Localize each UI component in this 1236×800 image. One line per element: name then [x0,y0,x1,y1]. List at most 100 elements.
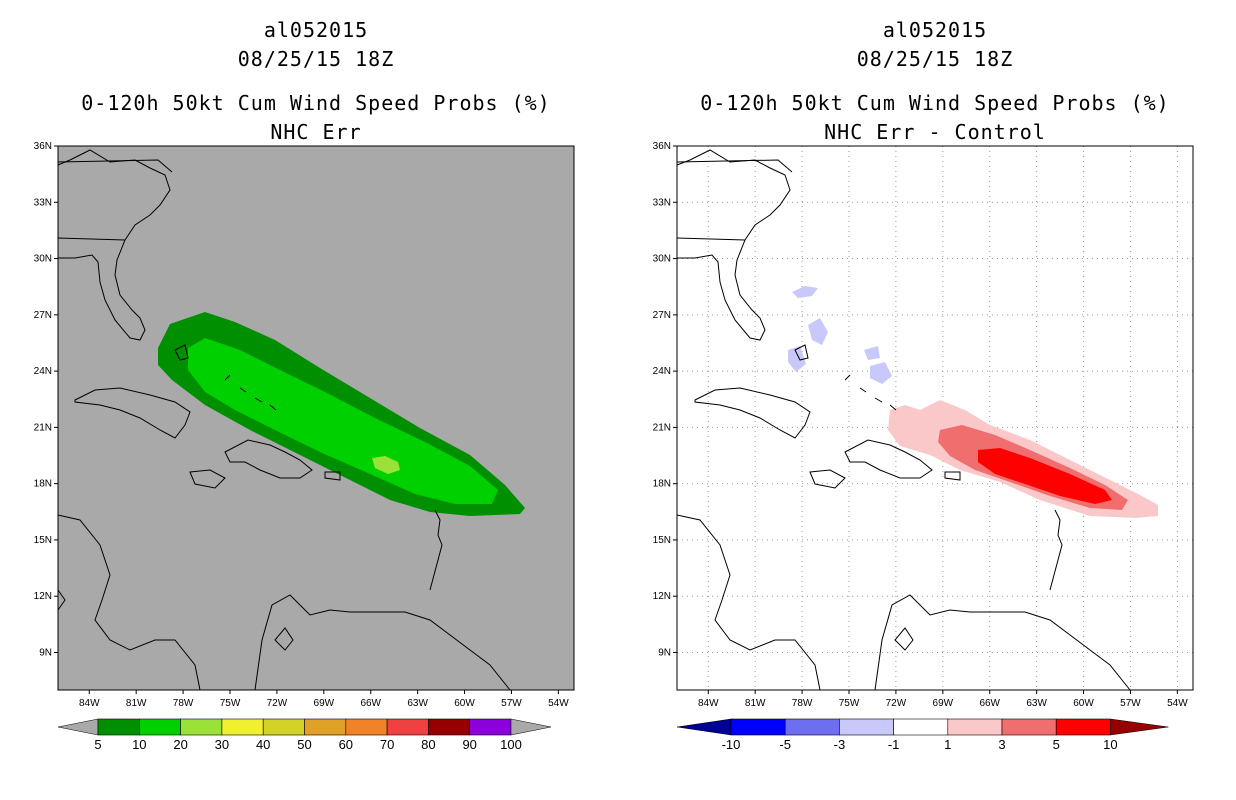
right-lat-label: 30N [653,254,671,265]
right-colorbar-box [893,718,949,736]
right-lon-label: 57W [1120,698,1141,709]
left-lat-label: 24N [34,366,52,377]
left-subtitle: NHC Err [270,120,362,144]
left-lat-label: 27N [34,310,52,321]
right-colorbar [676,718,1169,736]
left-map-frame [57,145,575,691]
left-colorbar-label: 40 [255,737,271,752]
right-colorbar-box [730,718,786,736]
right-colorbar-label: 1 [944,737,952,752]
left-contour-10 [188,338,498,504]
right-contour-neg1d [864,346,880,360]
left-map: 36N 33N 30N 27N 24N 21N 18N 15N 12N 9N 84W 81W 78W 7… [34,141,575,709]
left-lat-label: 33N [34,197,52,208]
right-colorbar-low-arrow [676,718,732,736]
right-lat-label: 24N [653,366,671,377]
right-lat-label: 9N [658,647,671,658]
left-lon-label: 54W [548,698,569,709]
left-product-title: 0-120h 50kt Cum Wind Speed Probs (%) [81,91,551,115]
right-colorbar-label: 3 [998,737,1006,752]
left-lon-label: 63W [407,698,428,709]
right-contour-pos5 [978,448,1112,504]
right-lon-label: 69W [933,698,954,709]
right-colorbar-box [1001,718,1057,736]
left-colorbar-label: 30 [214,737,230,752]
right-lat-label: 27N [653,310,671,321]
left-colorbar-label: 10 [132,737,147,752]
right-lon-axis: 84W 81W 78W 75W 72W 69W 66W 63W 60W 57W 54W [698,690,1188,709]
right-lat-axis: 36N 33N 30N 27N 24N 21N 18N 15N 12N 9N [653,141,677,658]
right-map-frame [676,145,1194,691]
right-lat-label: 15N [653,535,671,546]
left-lat-label: 30N [34,254,52,265]
left-coastlines [57,149,511,691]
right-lon-label: 75W [839,698,860,709]
right-colorbar-box [839,718,894,736]
right-lon-label: 84W [698,698,719,709]
right-colorbar-box [947,718,1003,736]
right-lat-label: 18N [653,479,671,490]
right-coastlines [676,149,1131,691]
left-storm-id: al052015 [263,18,369,42]
right-storm-id: al052015 [882,18,988,42]
right-product-title: 0-120h 50kt Cum Wind Speed Probs (%) [700,91,1170,115]
left-contour-20 [372,456,400,474]
left-colorbar-label: 90 [462,737,477,752]
right-map: 36N 33N 30N 27N 24N 21N 18N 15N 12N 9N 84W 81W 78W 7… [653,141,1194,709]
left-colorbar-label: 100 [500,737,522,752]
left-probability-contours [158,312,525,516]
right-lon-label: 81W [745,698,766,709]
right-difference-contours [788,286,1158,518]
right-lon-label: 60W [1073,698,1094,709]
left-lat-axis: 36N 33N 30N 27N 24N 21N 18N 15N 12N 9N [34,141,58,658]
right-lon-label: 54W [1167,698,1188,709]
right-contour-neg1b [808,318,828,345]
right-lon-label: 72W [886,698,907,709]
right-lon-label: 63W [1026,698,1047,709]
right-lat-label: 12N [653,591,671,602]
left-lat-label: 21N [34,422,52,433]
right-lon-label: 66W [979,698,1000,709]
right-lat-label: 36N [653,141,671,152]
left-lon-label: 75W [220,698,241,709]
right-colorbar-label: -10 [721,737,741,752]
left-lon-label: 60W [454,698,475,709]
right-datetime: 08/25/15 18Z [856,47,1014,71]
left-lat-label: 36N [34,141,52,152]
left-lon-axis: 84W 81W 78W 75W 72W 69W 66W 63W 60W 57W 54W [79,690,569,709]
left-lat-label: 15N [34,535,52,546]
left-colorbar-label: 70 [379,737,395,752]
left-colorbar [57,718,552,736]
right-colorbar-label: 5 [1052,737,1060,752]
left-colorbar-label: 50 [297,737,312,752]
left-lon-label: 78W [173,698,194,709]
left-lon-label: 57W [501,698,522,709]
left-colorbar-high-arrow [510,718,552,736]
right-colorbar-label: -5 [779,737,791,752]
right-contour-neg1e [870,362,892,384]
left-lon-label: 81W [126,698,147,709]
right-lat-label: 21N [653,422,671,433]
left-colorbar-label: 5 [94,737,102,752]
left-colorbar-label: 20 [173,737,188,752]
right-contour-neg1c [788,346,806,372]
right-colorbar-box [784,718,840,736]
left-colorbar-label: 60 [338,737,354,752]
right-colorbar-label: 10 [1103,737,1118,752]
left-lon-label: 69W [314,698,335,709]
right-contour-neg1a [792,286,818,298]
left-lon-label: 66W [360,698,381,709]
right-colorbar-label: -1 [887,737,900,752]
right-colorbar-high-arrow [1110,718,1169,736]
left-lon-label: 72W [267,698,288,709]
left-lat-label: 18N [34,479,52,490]
left-lon-label: 84W [79,698,100,709]
right-colorbar-box [1055,718,1111,736]
right-subtitle: NHC Err - Control [824,120,1046,144]
left-lat-label: 12N [34,591,52,602]
right-colorbar-label: -3 [833,737,846,752]
left-datetime: 08/25/15 18Z [237,47,395,71]
left-lat-label: 9N [39,647,52,658]
right-lon-label: 78W [792,698,813,709]
right-lat-label: 33N [653,197,671,208]
